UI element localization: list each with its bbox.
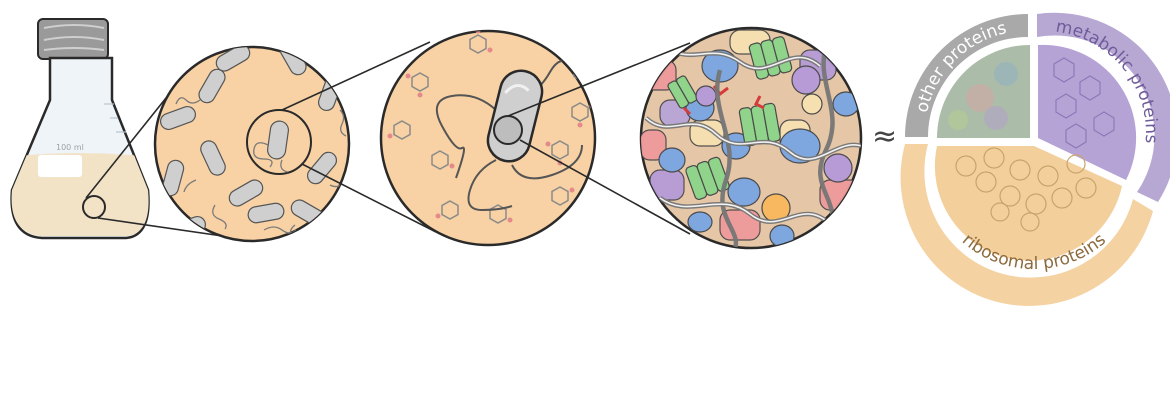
metabolic-proteins-texture xyxy=(1053,57,1115,149)
culture-medium xyxy=(11,153,149,236)
macromolecules xyxy=(641,29,861,248)
metabolic-proteins-sector xyxy=(1038,44,1137,181)
proteome-sector-chart: other proteins metabolic proteins riboso… xyxy=(900,12,1170,306)
cytoplasm-circle xyxy=(639,26,863,250)
metabolic-proteins-band xyxy=(1037,12,1170,202)
other-proteins-texture xyxy=(948,62,1018,130)
other-proteins-band xyxy=(905,14,1028,137)
zoom-lines-3 xyxy=(507,42,691,235)
ribosomal-proteins-sector xyxy=(934,146,1122,261)
flask-zoom-circle xyxy=(82,195,106,219)
nutrient-molecules xyxy=(387,31,595,224)
approx-symbol: ≈ xyxy=(872,119,897,154)
ribosomal-proteins-texture xyxy=(955,147,1097,232)
bacteria-population-circle xyxy=(153,45,351,243)
flask: 100 ml xyxy=(10,18,150,240)
single-cell-circle xyxy=(379,29,597,247)
ribosomal-proteins-band xyxy=(900,144,1153,306)
cytoplasm-zoom-circle xyxy=(493,115,523,145)
zoom-lines-2 xyxy=(281,41,437,233)
flask-label-sticker xyxy=(38,155,82,177)
flask-graduations xyxy=(104,103,126,133)
flask-volume-label: 100 ml xyxy=(56,143,84,152)
